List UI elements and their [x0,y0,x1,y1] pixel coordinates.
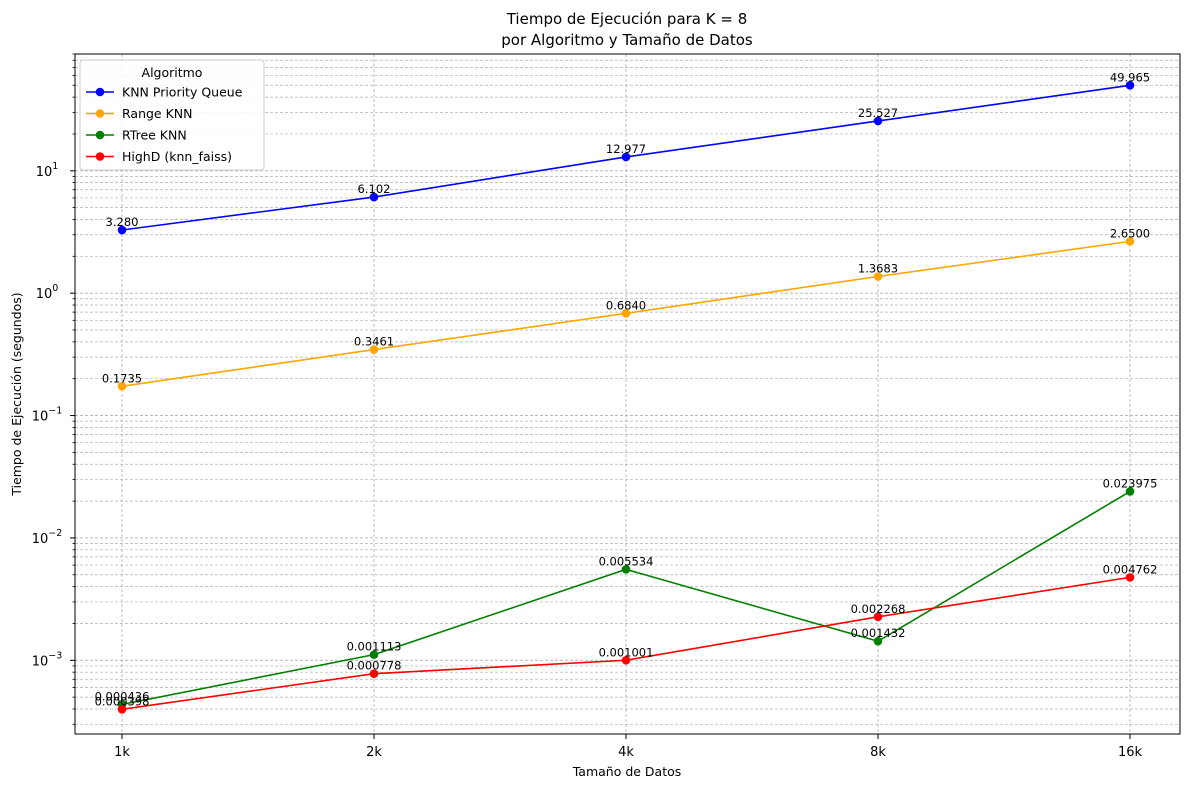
data-label: 2.6500 [1110,226,1150,240]
legend-item-label: KNN Priority Queue [122,85,243,100]
data-point [369,650,379,659]
data-label: 0.000436 [95,689,150,703]
data-point [873,116,883,126]
data-point [369,192,379,202]
data-point [1125,573,1135,582]
legend-item-label: Range KNN [122,106,193,121]
legend-item-label: RTree KNN [122,128,187,143]
legend-box [79,59,265,171]
y-tick-label: 10−3 [32,650,63,669]
legend-marker [95,109,105,118]
x-tick-label: 8k [870,745,886,760]
data-label: 0.000778 [347,659,402,673]
data-point [873,636,883,646]
data-point [369,669,379,678]
chart-title-line2: por Algoritmo y Tamaño de Datos [501,31,753,49]
legend: Algoritmo KNN Priority Queue Range KNN RTr… [79,59,265,171]
data-label: 0.6840 [606,298,646,312]
data-label: 12.977 [606,142,646,156]
x-tick-label: 4k [618,745,634,760]
x-axis-label: Tamaño de Datos [572,764,682,779]
legend-item-label: HighD (knn_faiss) [122,149,232,164]
data-label: 0.000398 [95,694,150,708]
legend-marker [95,130,105,140]
legend-marker [95,87,105,97]
data-point [873,272,883,281]
data-label: 6.102 [358,182,391,196]
y-tick-label: 10−1 [32,406,63,425]
data-point [621,152,631,162]
data-point [117,704,127,714]
data-point [621,565,631,574]
x-tick-label: 2k [366,745,382,760]
grid-lines [75,53,1180,734]
data-point [621,309,631,318]
data-label: 49.965 [1110,70,1150,84]
data-labels: 3.280 6.102 12.977 25.527 49.965 0.1735 0.3461… [95,70,1158,708]
data-label: 1.3683 [858,262,898,276]
x-tick-label: 1k [114,745,130,760]
y-tick-label: 10−2 [32,528,63,547]
data-label: 0.023975 [1103,476,1158,490]
legend-marker [95,152,105,161]
legend-title: Algoritmo [142,65,203,80]
data-label: 0.001113 [347,640,402,654]
data-point [117,381,127,391]
y-axis-label: Tiempo de Ejecución (segundos) [9,292,24,496]
data-label: 0.001001 [599,645,654,659]
data-label: 3.280 [106,215,139,229]
y-axis-ticks: 10−3 10−2 10−1 100 101 [32,53,75,725]
data-label: 0.004762 [1103,562,1158,576]
data-label: 0.005534 [599,554,654,568]
x-axis-ticks: 1k 2k 4k 8k 16k [114,734,1143,760]
data-label: 0.001432 [851,626,906,640]
y-tick-label: 100 [36,283,59,302]
data-label: 25.527 [858,106,898,120]
data-label: 0.3461 [354,335,394,349]
chart-title-line1: Tiempo de Ejecución para K = 8 [506,10,748,28]
data-point [369,345,379,354]
data-point [1125,237,1135,246]
series-layer [117,80,1135,714]
data-point [621,655,631,665]
data-point [1125,80,1135,90]
x-tick-label: 16k [1118,745,1143,760]
data-label: 0.1735 [102,371,142,385]
plot-frame [74,53,1181,735]
data-label: 0.002268 [851,602,906,616]
data-point [1125,487,1135,496]
data-point [117,225,127,235]
data-point [873,612,883,622]
y-tick-label: 101 [36,161,59,180]
